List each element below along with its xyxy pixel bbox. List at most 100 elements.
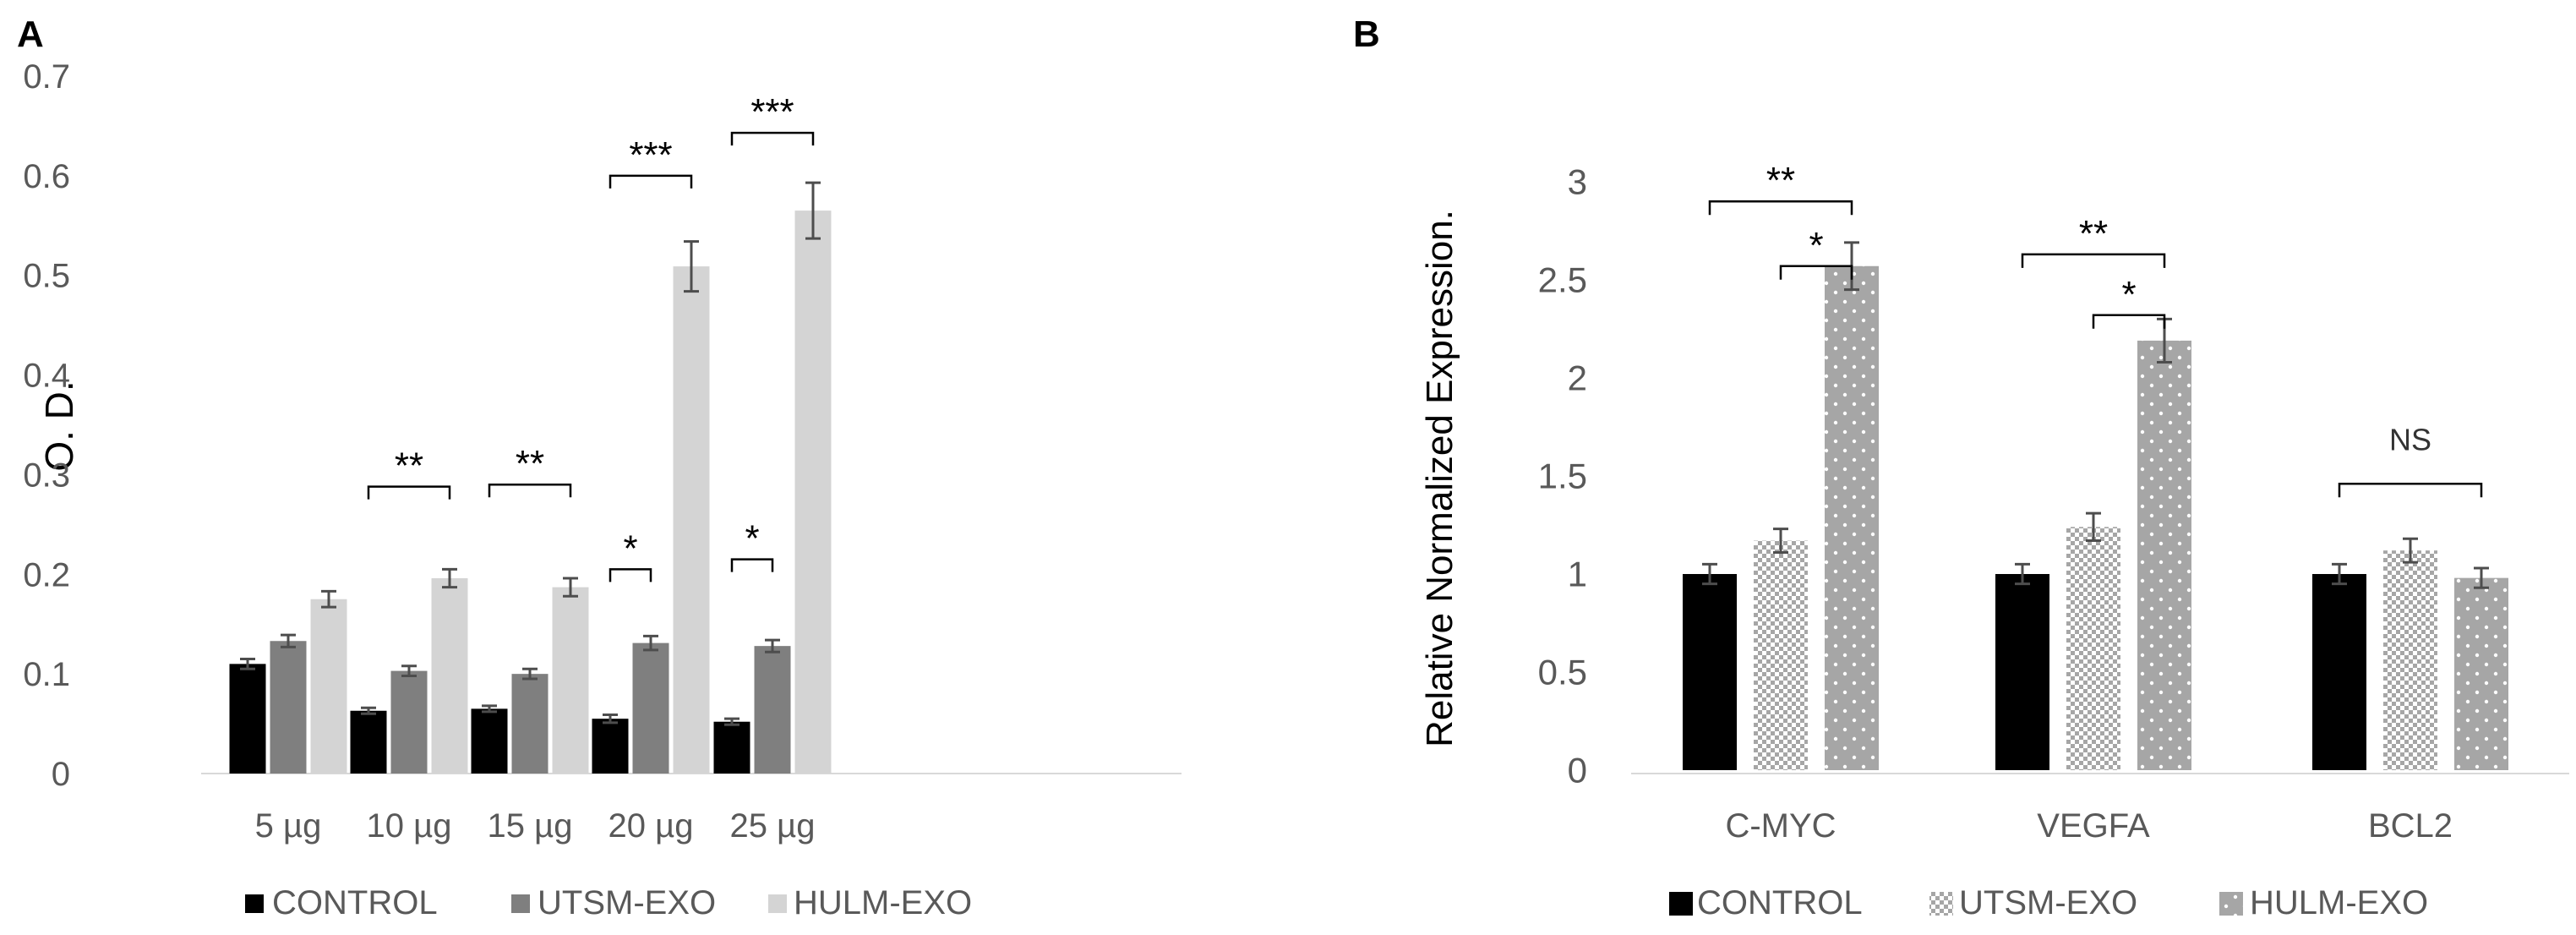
bars-a bbox=[229, 211, 832, 774]
x-tick-label: 20 µg bbox=[609, 807, 694, 845]
legend-label-utsm-a: UTSM-EXO bbox=[538, 884, 716, 921]
y-tick-labels-a: 0 0.1 0.2 0.3 0.4 0.5 0.6 0.7 bbox=[23, 58, 70, 793]
bar-utsm-exo bbox=[511, 674, 548, 774]
panel-label-b: B bbox=[1353, 14, 1380, 55]
significance-label: *** bbox=[629, 134, 672, 176]
significance-bracket bbox=[488, 483, 572, 498]
y-tick-label: 0 bbox=[1568, 751, 1587, 790]
legend-swatch-control-a bbox=[245, 894, 264, 913]
bar-utsm-exo bbox=[2383, 550, 2437, 770]
bar-control bbox=[713, 721, 750, 774]
significance-bracket bbox=[730, 558, 774, 572]
significance-label: * bbox=[745, 518, 759, 560]
significance-label: ** bbox=[1766, 160, 1795, 201]
y-tick-label: 1 bbox=[1568, 555, 1587, 594]
y-tick-label: 0 bbox=[52, 756, 70, 793]
y-tick-label: 0.2 bbox=[23, 556, 70, 593]
significance-bracket bbox=[609, 174, 693, 189]
significance-label: * bbox=[623, 528, 637, 569]
error-bars-b bbox=[1702, 241, 2489, 589]
y-tick-label: 3 bbox=[1568, 162, 1587, 202]
bar-hulm-exo bbox=[2137, 340, 2191, 770]
y-tick-label: 0.5 bbox=[1538, 653, 1587, 692]
legend-b: CONTROL UTSM-EXO HULM-EXO bbox=[1669, 884, 2428, 921]
panel-a-chart: A O. D. 00.10.20.30.40.50.60.7 ** *******… bbox=[17, 14, 1182, 921]
legend-label-hulm-b: HULM-EXO bbox=[2250, 884, 2428, 921]
x-tick-label: VEGFA bbox=[2037, 807, 2150, 845]
bar-hulm-exo bbox=[673, 266, 710, 774]
y-tick-labels-b: 0 0.5 1 1.5 2 2.5 3 bbox=[1538, 162, 1587, 790]
significance-label: ** bbox=[395, 446, 423, 487]
significance-annotations-a: ** ********** bbox=[367, 91, 815, 582]
legend-swatch-hulm-a bbox=[768, 894, 787, 913]
bar-utsm-exo bbox=[2066, 527, 2120, 770]
x-tick-label: 25 µg bbox=[730, 807, 816, 845]
significance-bracket bbox=[1708, 200, 1853, 216]
bar-utsm-exo bbox=[270, 641, 307, 774]
significance-bracket bbox=[609, 568, 652, 582]
x-tick-label: C-MYC bbox=[1725, 807, 1836, 845]
x-tick-labels-a: 5 µg 10 µg 15 µg 20 µg 25 µg bbox=[255, 807, 816, 845]
y-tick-label: 0.6 bbox=[23, 158, 70, 195]
significance-label: NS bbox=[2389, 422, 2431, 457]
bar-hulm-exo bbox=[1825, 265, 1879, 770]
legend-a: CONTROL UTSM-EXO HULM-EXO bbox=[245, 884, 972, 921]
bar-utsm-exo bbox=[632, 642, 669, 774]
bar-hulm-exo bbox=[552, 587, 589, 774]
significance-bracket bbox=[367, 485, 451, 500]
bar-control bbox=[229, 664, 266, 774]
y-tick-label: 0.7 bbox=[23, 58, 70, 96]
y-tick-label: 0.4 bbox=[23, 358, 70, 395]
y-tick-label: 0.1 bbox=[23, 656, 70, 693]
legend-swatch-hulm-b bbox=[2219, 892, 2243, 916]
legend-swatch-utsm-b bbox=[1929, 892, 1953, 916]
significance-label: * bbox=[1809, 225, 1823, 266]
bar-control bbox=[1995, 574, 2049, 770]
significance-bracket bbox=[730, 131, 815, 146]
significance-bracket bbox=[2021, 253, 2166, 268]
y-tick-label: 2.5 bbox=[1538, 260, 1587, 300]
y-axis-title-b: Relative Normalized Expression. bbox=[1419, 210, 1460, 747]
bar-utsm-exo bbox=[1754, 540, 1808, 770]
bar-hulm-exo bbox=[794, 211, 832, 774]
panel-label-a: A bbox=[17, 14, 44, 55]
bar-hulm-exo bbox=[310, 599, 347, 774]
legend-label-control-a: CONTROL bbox=[272, 884, 438, 921]
bar-control bbox=[350, 710, 387, 774]
y-tick-label: 2 bbox=[1568, 358, 1587, 398]
significance-annotations-b: *** ***NS bbox=[1708, 160, 2483, 498]
significance-label: ** bbox=[516, 443, 544, 484]
legend-label-utsm-b: UTSM-EXO bbox=[1959, 884, 2137, 921]
bar-utsm-exo bbox=[390, 670, 428, 774]
bar-control bbox=[2312, 574, 2366, 770]
bar-hulm-exo bbox=[431, 578, 468, 774]
error-bars-a bbox=[240, 181, 821, 726]
significance-bracket bbox=[1779, 265, 1853, 280]
significance-bracket bbox=[2338, 483, 2483, 498]
bar-control bbox=[471, 708, 508, 774]
bar-hulm-exo bbox=[2454, 577, 2508, 770]
y-tick-label: 1.5 bbox=[1538, 457, 1587, 496]
x-tick-label: BCL2 bbox=[2368, 807, 2453, 845]
y-tick-label: 0.3 bbox=[23, 457, 70, 494]
panel-b-chart: B Relative Normalized Expression. 0 0.5 1 1… bbox=[1353, 14, 2569, 921]
x-tick-label: 10 µg bbox=[367, 807, 452, 845]
x-tick-label: 15 µg bbox=[488, 807, 573, 845]
significance-label: * bbox=[2121, 274, 2136, 315]
bar-control bbox=[1683, 574, 1737, 770]
bars-b bbox=[1683, 265, 2508, 770]
significance-bracket bbox=[2092, 314, 2166, 329]
x-tick-labels-b: C-MYC VEGFA BCL2 bbox=[1725, 807, 2453, 845]
bar-utsm-exo bbox=[754, 646, 791, 774]
legend-label-control-b: CONTROL bbox=[1697, 884, 1863, 921]
bar-control bbox=[592, 719, 629, 774]
x-tick-label: 5 µg bbox=[255, 807, 322, 845]
y-tick-label: 0.5 bbox=[23, 258, 70, 295]
significance-label: ** bbox=[2079, 213, 2108, 254]
significance-label: *** bbox=[750, 91, 794, 133]
legend-label-hulm-a: HULM-EXO bbox=[794, 884, 972, 921]
legend-swatch-control-b bbox=[1669, 892, 1693, 916]
y-axis-title-a: O. D. bbox=[37, 380, 81, 471]
legend-swatch-utsm-a bbox=[511, 894, 530, 913]
